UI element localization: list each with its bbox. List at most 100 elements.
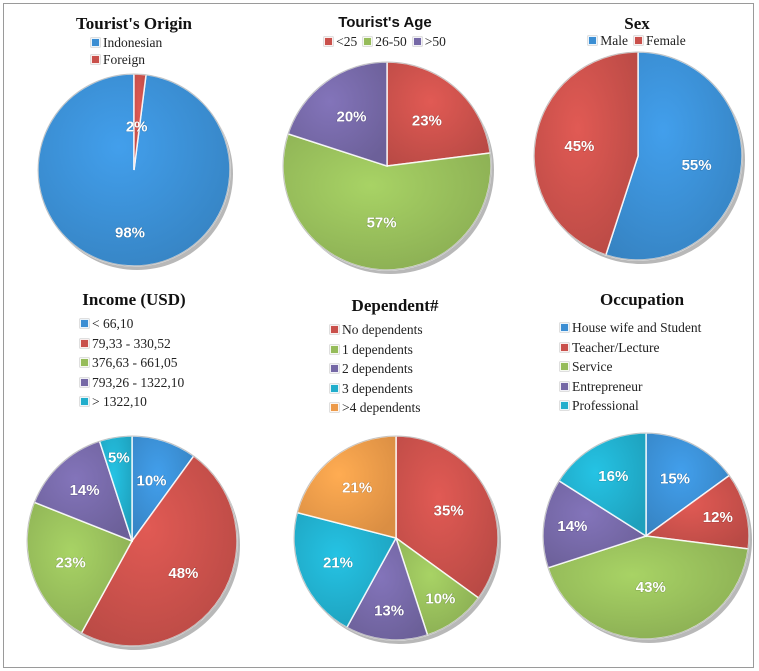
data-label-indonesian: 98% bbox=[115, 225, 145, 242]
pie-chart: 35% 10% 13% 21% 21% bbox=[293, 435, 501, 644]
legend-item-female: Female bbox=[634, 32, 686, 49]
pie-rim bbox=[533, 51, 743, 261]
data-label-1322-10: 5% bbox=[108, 450, 130, 467]
legend-label: Entrepreneur bbox=[572, 378, 643, 394]
chart-title: Dependent# bbox=[351, 296, 439, 315]
legend-item-teacher-lecture: Teacher/Lecture bbox=[560, 338, 701, 358]
legend-label: 793,26 - 1322,10 bbox=[92, 374, 185, 390]
legend-swatch bbox=[412, 37, 422, 47]
data-label-26-50: 57% bbox=[367, 214, 397, 231]
legend-item-66-10: < 66,10 bbox=[80, 314, 184, 334]
legend-item-2-dependents: 2 dependents bbox=[330, 359, 423, 379]
chart-title: Tourist's Origin bbox=[75, 14, 193, 33]
chart-legend: No dependents 1 dependents 2 dependents 3 d… bbox=[330, 320, 423, 418]
pie-chart: 55% 45% bbox=[533, 51, 745, 264]
data-label-1-dependents: 10% bbox=[425, 591, 455, 608]
pie-slice-foreign bbox=[133, 73, 147, 171]
legend-swatch bbox=[80, 338, 89, 348]
data-label-4-dependents: 21% bbox=[342, 480, 372, 497]
pie-slice-2-dependents bbox=[345, 536, 429, 641]
legend-swatch bbox=[80, 377, 89, 387]
data-label-376-63-661-05: 23% bbox=[56, 555, 86, 572]
data-label-foreign: 2% bbox=[126, 118, 148, 135]
pie-chart: 15% 12% 43% 14% 16% bbox=[542, 432, 752, 643]
chart-title: Sex bbox=[624, 14, 650, 33]
chart-title: Tourist's Age bbox=[338, 14, 432, 31]
legend-item-3-dependents: 3 dependents bbox=[330, 379, 423, 399]
pie-slice-service bbox=[547, 535, 750, 640]
legend-item-professional: Professional bbox=[560, 396, 701, 416]
data-label-entrepreneur: 14% bbox=[557, 518, 587, 535]
data-label-793-26-1322-10: 14% bbox=[70, 482, 100, 499]
legend-item-1-dependents: 1 dependents bbox=[330, 340, 423, 360]
pie-chart: 23% 57% 20% bbox=[282, 61, 494, 274]
legend-swatch bbox=[324, 37, 334, 47]
pie-slice-4-dependents bbox=[296, 435, 397, 539]
legend-swatch bbox=[560, 342, 569, 352]
data-label-teacher-lecture: 12% bbox=[703, 509, 733, 526]
legend-item-male: Male bbox=[588, 32, 628, 49]
pie-panel-dependents: Dependent# No dependents 1 dependents 2 de… bbox=[280, 288, 510, 664]
data-label-no-dependents: 35% bbox=[434, 503, 464, 520]
pie-slice-teacher-lecture bbox=[644, 474, 750, 550]
data-label-female: 45% bbox=[564, 138, 594, 155]
legend-swatch bbox=[330, 403, 339, 413]
pie-slice-no-dependents bbox=[395, 435, 499, 599]
chart-legend: <25 26-50 >50 bbox=[270, 33, 500, 50]
legend-label: 3 dependents bbox=[342, 380, 413, 396]
legend-label: House wife and Student bbox=[572, 320, 702, 335]
legend-label: No dependents bbox=[342, 322, 423, 337]
legend-item-26-50: 26-50 bbox=[363, 33, 407, 50]
data-label-house-wife-and-student: 15% bbox=[660, 471, 690, 488]
chart-legend: House wife and Student Teacher/Lecture Ser… bbox=[560, 318, 701, 416]
data-label-3-dependents: 21% bbox=[323, 555, 353, 572]
chart-legend: Male Female bbox=[520, 32, 754, 49]
legend-label: > 1322,10 bbox=[92, 394, 147, 409]
pie-chart: 10% 48% 23% 14% 5% bbox=[26, 435, 240, 650]
pie-panel-origin: Tourist's Origin Indonesian Foreign 98% 2% bbox=[14, 8, 254, 278]
data-label-service: 43% bbox=[636, 579, 666, 596]
legend-swatch bbox=[560, 401, 569, 411]
pie-slice-25 bbox=[386, 61, 492, 167]
legend-label: 26-50 bbox=[375, 34, 407, 49]
legend-label: >50 bbox=[424, 34, 446, 49]
legend-label: Indonesian bbox=[103, 35, 163, 50]
legend-swatch bbox=[363, 37, 373, 47]
chart-title: Occupation bbox=[599, 290, 685, 309]
pie-slice-376-63-661-05 bbox=[26, 501, 134, 635]
pie-rim bbox=[37, 73, 231, 267]
data-label-50: 20% bbox=[336, 109, 366, 126]
legend-swatch bbox=[80, 358, 89, 368]
legend-item-no-dependents: No dependents bbox=[330, 320, 423, 340]
legend-swatch bbox=[560, 323, 569, 333]
chart-legend: < 66,10 79,33 - 330,52 376,63 - 661,05 793,… bbox=[80, 314, 184, 412]
legend-item-25: <25 bbox=[324, 33, 357, 50]
legend-label: 1 dependents bbox=[342, 341, 413, 357]
legend-label: Teacher/Lecture bbox=[572, 339, 660, 355]
legend-swatch bbox=[91, 38, 100, 48]
pie-rim bbox=[293, 435, 499, 641]
legend-label: 376,63 - 661,05 bbox=[92, 355, 178, 370]
pie-slice-79-33-330-52 bbox=[80, 455, 238, 647]
pie-rim bbox=[26, 435, 238, 647]
legend-label: Male bbox=[600, 33, 628, 48]
legend-swatch bbox=[330, 383, 339, 393]
data-label-professional: 16% bbox=[598, 468, 628, 485]
pie-panel-sex: Sex Male Female 55% 45% bbox=[520, 8, 754, 278]
legend-item-house-wife-and-student: House wife and Student bbox=[560, 318, 701, 338]
legend-label: Service bbox=[572, 359, 613, 374]
legend-swatch bbox=[80, 397, 89, 407]
pie-panel-income: Income (USD) < 66,10 79,33 - 330,52 376,63… bbox=[14, 288, 254, 664]
pie-slice-male bbox=[604, 51, 743, 261]
data-label-2-dependents: 13% bbox=[374, 603, 404, 620]
legend-label: Professional bbox=[572, 398, 639, 413]
data-label-79-33-330-52: 48% bbox=[168, 565, 198, 582]
legend-item-foreign: Foreign bbox=[91, 51, 162, 68]
legend-item-1322-10: > 1322,10 bbox=[80, 392, 184, 412]
legend-label: < 66,10 bbox=[92, 316, 134, 331]
pie-chart: 98% 2% bbox=[37, 73, 233, 270]
legend-swatch bbox=[588, 36, 598, 46]
legend-item-376-63-661-05: 376,63 - 661,05 bbox=[80, 353, 184, 373]
legend-label: Foreign bbox=[103, 52, 145, 67]
legend-item-50: >50 bbox=[412, 33, 446, 50]
